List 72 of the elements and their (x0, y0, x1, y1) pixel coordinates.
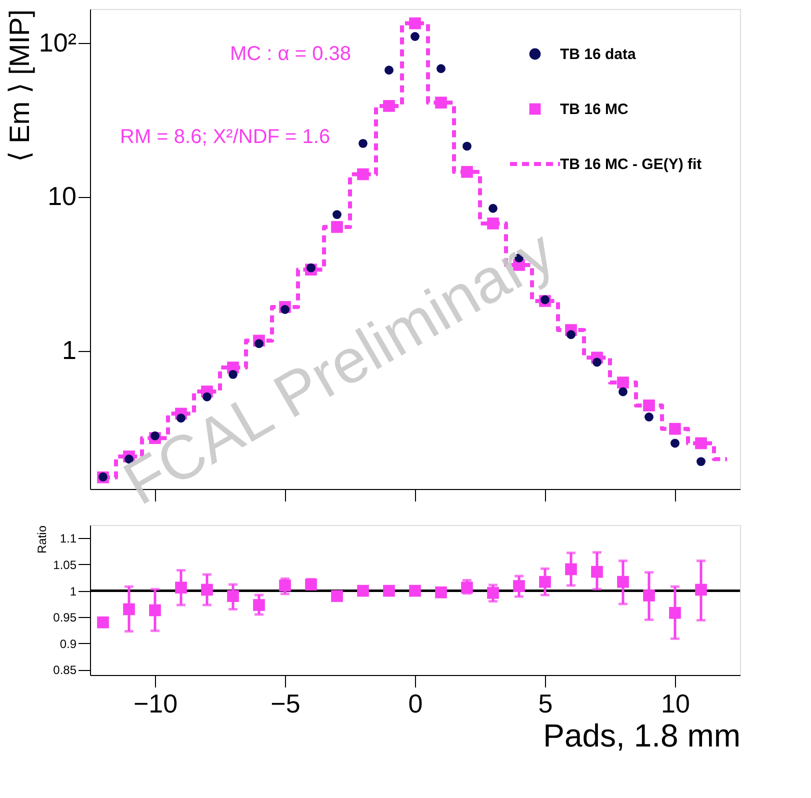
point (383, 584, 395, 597)
point (227, 590, 239, 602)
point (462, 142, 472, 151)
point (539, 576, 551, 588)
x-tick-label: 5 (538, 688, 553, 718)
point (358, 138, 368, 148)
point (461, 166, 473, 178)
point (461, 582, 473, 594)
point (332, 210, 342, 219)
point (591, 566, 603, 578)
point (695, 584, 707, 596)
point (566, 330, 576, 340)
y-axis-title: ⟨ Em ⟩ [MIP] (4, 10, 35, 162)
point (513, 580, 525, 592)
annotation: MC : α = 0.38 (230, 43, 352, 65)
point (644, 412, 654, 422)
point (123, 603, 135, 616)
x-axis-title: Pads, 1.8 mm (543, 718, 740, 754)
legend-label: TB 16 MC - GE(Y) fit (560, 156, 702, 173)
point (384, 66, 394, 75)
y-tick-label: 0.9 (60, 636, 77, 651)
y-tick-label: 1 (62, 335, 76, 366)
y-axis-title: Ratio (35, 525, 50, 554)
point (643, 400, 655, 412)
point (669, 422, 681, 435)
y-tick-label: 0.85 (53, 663, 77, 678)
point (488, 204, 498, 213)
point (435, 96, 447, 109)
point (592, 358, 602, 367)
y-tick-label: 1.05 (53, 558, 77, 572)
point (331, 221, 343, 233)
point (565, 563, 577, 576)
point (618, 387, 628, 396)
annotation: RM = 8.6; X²/NDF = 1.6 (120, 126, 330, 148)
y-tick-label: 0.95 (53, 610, 77, 625)
point (202, 392, 212, 402)
point (201, 584, 213, 596)
x-tick-label: −10 (133, 688, 178, 718)
point (149, 604, 161, 616)
point (487, 586, 499, 599)
point (487, 218, 499, 230)
point (253, 599, 265, 611)
x-tick-label: 0 (408, 688, 423, 718)
legend-label: TB 16 MC (560, 101, 629, 118)
point (357, 168, 369, 180)
point (670, 438, 680, 448)
point (279, 580, 291, 592)
point (97, 616, 109, 628)
point (435, 586, 447, 598)
point (696, 457, 706, 466)
x-tick-label: 10 (661, 688, 690, 718)
y-tick-label: 10² (38, 27, 77, 58)
point (436, 64, 446, 74)
y-tick-label: 1.1 (60, 532, 77, 546)
point (617, 576, 629, 588)
point (331, 590, 343, 602)
y-tick-label: 10 (48, 181, 76, 212)
point (409, 17, 421, 30)
point (617, 376, 629, 388)
legend-label: TB 16 data (560, 46, 637, 63)
point (409, 584, 421, 597)
point (175, 582, 187, 594)
x-tick-label: −5 (270, 688, 300, 718)
point (669, 606, 681, 619)
point (410, 32, 420, 41)
point (383, 100, 395, 112)
point (357, 584, 369, 597)
point (228, 370, 238, 379)
point (695, 437, 707, 450)
y-tick-label: 1 (70, 584, 77, 598)
point (254, 339, 264, 348)
point (643, 590, 655, 602)
